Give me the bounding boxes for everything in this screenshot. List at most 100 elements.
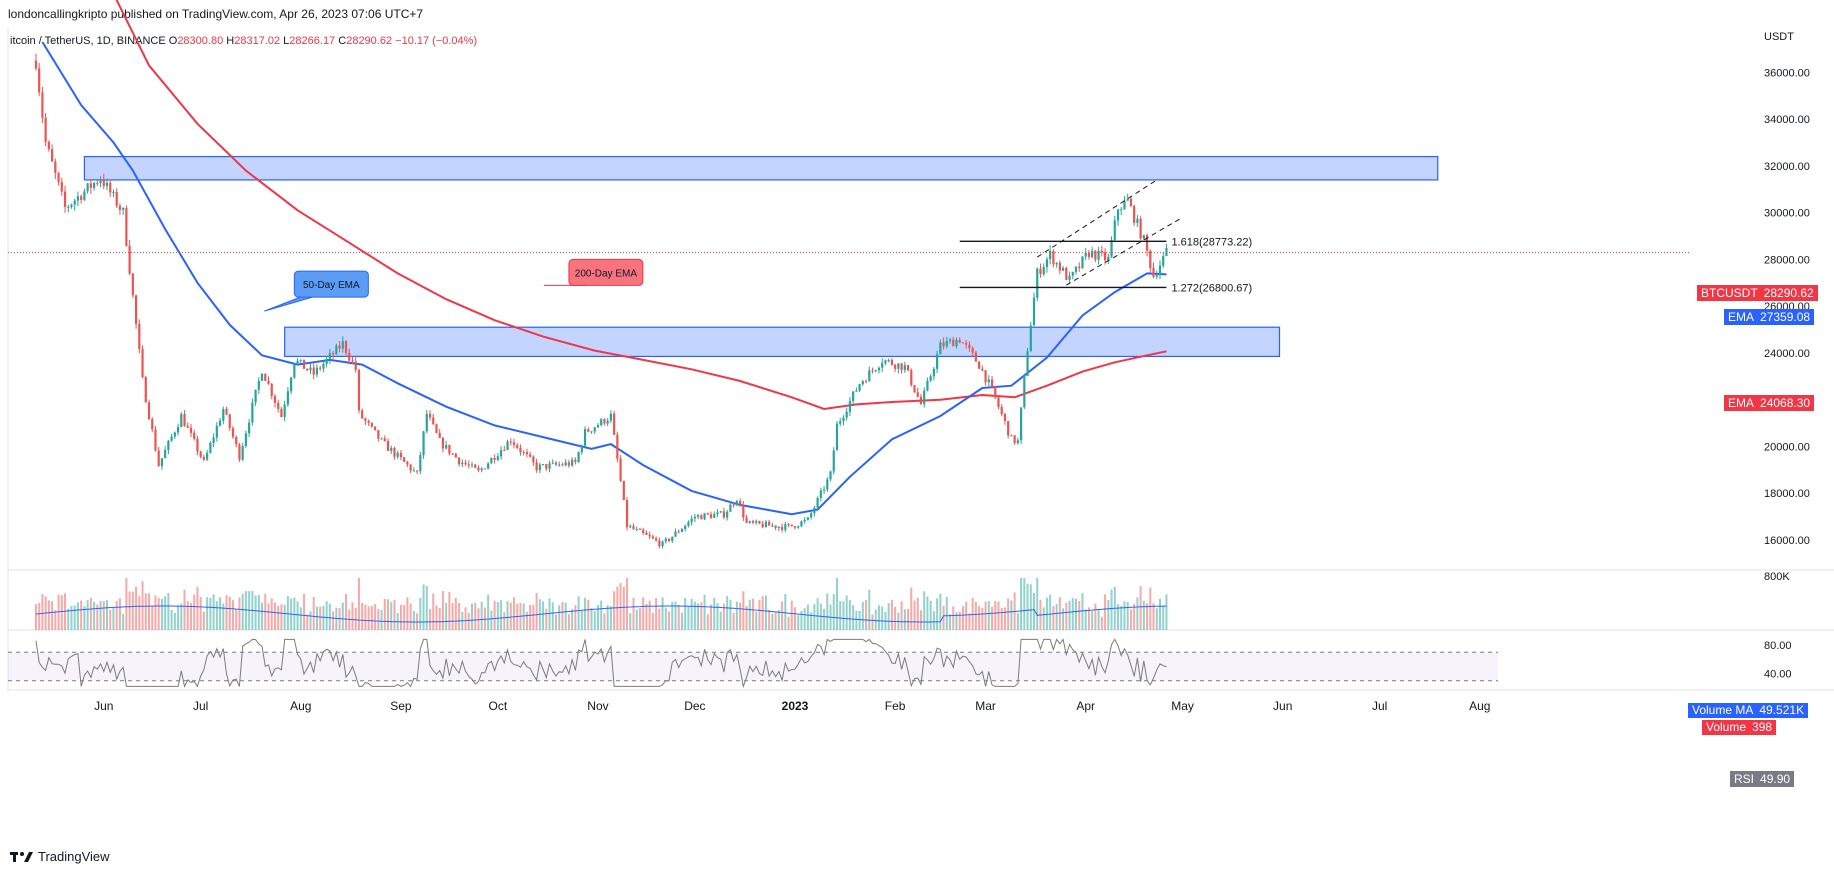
candle-body — [283, 404, 286, 417]
candle-body — [131, 273, 134, 296]
volume-bar — [254, 595, 257, 630]
volume-bar — [929, 600, 932, 630]
volume-bar — [1049, 594, 1052, 630]
volume-bar — [387, 599, 390, 630]
candle-body — [735, 500, 738, 505]
volume-bar — [1020, 578, 1023, 630]
candle-body — [225, 409, 228, 415]
candle-body — [932, 368, 935, 377]
volume-bar — [638, 608, 641, 630]
candle-body — [306, 368, 309, 371]
symbol-name[interactable]: itcoin / TetherUS, 1D, BINANCE — [10, 35, 166, 47]
candle-body — [186, 426, 189, 428]
candle-body — [519, 447, 522, 453]
candle-body — [235, 436, 238, 445]
candle-body — [910, 370, 913, 386]
volume-bar — [832, 594, 835, 630]
candle-body — [312, 367, 315, 375]
candle-body — [890, 359, 893, 365]
volume-bar — [151, 605, 154, 630]
symbol-info-line[interactable]: itcoin / TetherUS, 1D, BINANCE O28300.80… — [10, 35, 477, 47]
candle-body — [212, 437, 215, 443]
candle-body — [1039, 268, 1042, 275]
volume-bar — [493, 600, 496, 630]
volume-bar — [1000, 607, 1003, 630]
volume-bar — [228, 596, 231, 630]
candle-body — [241, 445, 244, 460]
candle-body — [209, 442, 212, 453]
candle-body — [613, 413, 616, 435]
annotation-callout-box — [568, 258, 644, 286]
candle-body — [1120, 209, 1123, 211]
volume-axis-label: 800K — [1764, 571, 1790, 583]
volume-bar — [758, 599, 761, 630]
volume-bar — [206, 597, 209, 630]
volume-bar — [374, 604, 377, 630]
candle-body — [438, 432, 441, 438]
candle-body — [800, 521, 803, 527]
volume-bar — [38, 602, 41, 630]
volume-bar — [978, 606, 981, 630]
candle-body — [445, 444, 448, 449]
candle-body — [215, 425, 218, 438]
volume-bar — [267, 603, 270, 630]
volume-bar — [642, 597, 645, 630]
volume-bar — [554, 614, 557, 630]
x-tick-label: Jul — [1372, 699, 1387, 713]
candle-body — [777, 526, 780, 529]
volume-bar — [64, 593, 67, 630]
candle-body — [603, 419, 606, 424]
volume-bar — [632, 597, 635, 630]
candle-body — [541, 464, 545, 466]
candle-body — [361, 410, 364, 419]
candle-body — [63, 191, 67, 208]
candle-body — [648, 534, 651, 537]
volume-bar — [477, 608, 480, 630]
candle-body — [609, 413, 612, 421]
volume-bar — [86, 600, 89, 630]
volume-bar — [209, 598, 212, 630]
volume-bar — [241, 593, 244, 630]
volume-bar — [257, 594, 260, 630]
rsi-tick-label: 40.00 — [1764, 669, 1792, 681]
candle-body — [697, 515, 700, 517]
footer-brand[interactable]: TradingView — [10, 849, 110, 864]
candle-body — [764, 521, 768, 528]
ema-200-line — [115, 0, 1167, 411]
volume-badge: Volume 398 — [1702, 720, 1777, 735]
volume-bar — [135, 586, 138, 630]
volume-bar — [1010, 600, 1013, 630]
volume-bar — [270, 598, 273, 630]
candle-body — [351, 360, 354, 362]
volume-bar — [968, 613, 971, 630]
candle-body — [819, 490, 822, 498]
volume-bar — [438, 608, 441, 630]
volume-bar — [1071, 598, 1074, 630]
candle-body — [1100, 250, 1103, 253]
candle-body — [684, 525, 687, 530]
candle-body — [716, 512, 719, 515]
ohlc-open-label: O — [168, 35, 178, 47]
candle-body — [167, 440, 170, 450]
volume-bar — [1078, 600, 1081, 630]
volume-bar — [361, 602, 364, 630]
candle-body — [1026, 351, 1029, 376]
candle-body — [393, 448, 396, 457]
candle-body — [952, 339, 955, 347]
candle-body — [302, 359, 306, 369]
candle-body — [913, 385, 916, 393]
candle-body — [780, 526, 784, 530]
candle-body — [942, 342, 945, 347]
volume-badge-value: 398 — [1752, 720, 1773, 734]
candle-body — [151, 419, 154, 430]
volume-bar — [816, 598, 819, 630]
candle-body — [600, 419, 603, 426]
ema50-badge-label: EMA — [1728, 310, 1755, 324]
volume-bar — [273, 602, 276, 630]
candle-body — [419, 455, 422, 472]
y-tick-label: 30000.00 — [1764, 208, 1810, 220]
volume-bar — [125, 578, 128, 630]
volume-bar — [845, 595, 848, 630]
candle-body — [651, 536, 654, 539]
